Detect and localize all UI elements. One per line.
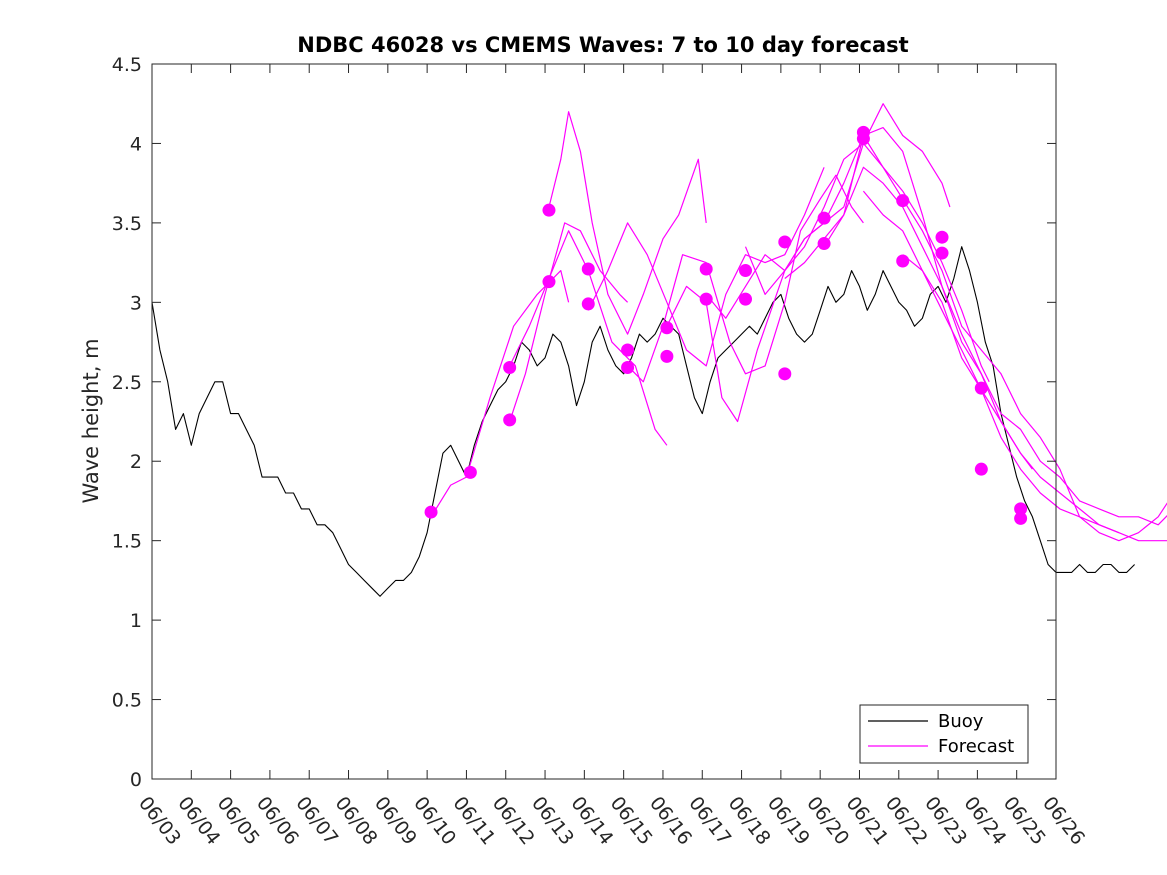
- y-tick-label-8: 4: [130, 133, 142, 155]
- forecast-marker-14: [738, 264, 752, 278]
- forecast-marker-10: [660, 321, 674, 335]
- forecast-series-line-5: [587, 167, 825, 367]
- y-tick-label-9: 4.5: [112, 54, 142, 76]
- forecast-series-line-4: [548, 111, 707, 335]
- buoy-series-line: [151, 246, 1135, 597]
- forecast-marker-6: [581, 262, 595, 276]
- forecast-marker-24: [935, 230, 949, 244]
- forecast-series-line-12: [862, 190, 1167, 542]
- forecast-marker-17: [778, 367, 792, 381]
- legend-forecast-label: Forecast: [938, 736, 1014, 757]
- forecast-marker-21: [856, 132, 870, 146]
- forecast-series-line-2: [509, 222, 629, 422]
- forecast-marker-19: [817, 237, 831, 251]
- forecast-marker-29: [1014, 511, 1028, 525]
- y-axis-label: Wave height, m: [79, 338, 103, 503]
- y-tick-label-1: 0.5: [112, 690, 142, 712]
- forecast-marker-12: [699, 262, 713, 276]
- y-tick-label-4: 2: [130, 451, 142, 473]
- forecast-marker-22: [896, 194, 910, 208]
- forecast-marker-25: [935, 246, 949, 260]
- forecast-marker-27: [974, 462, 988, 476]
- forecast-marker-9: [621, 360, 635, 374]
- legend: Buoy Forecast: [859, 704, 1029, 764]
- forecast-series-line-11: [823, 166, 1167, 526]
- forecast-marker-8: [621, 343, 635, 357]
- forecast-marker-16: [778, 235, 792, 249]
- legend-box: [859, 704, 1029, 764]
- y-tick-label-6: 3: [130, 292, 142, 314]
- legend-buoy-label: Buoy: [938, 711, 984, 732]
- forecast-marker-4: [542, 275, 556, 289]
- forecast-marker-15: [738, 292, 752, 306]
- plot-content: [151, 103, 1167, 597]
- forecast-series-line-13: [902, 254, 1167, 542]
- forecast-marker-0: [424, 505, 438, 519]
- y-tick-label-0: 0: [130, 769, 142, 791]
- y-tick-label-7: 3.5: [112, 213, 142, 235]
- chart-title: NDBC 46028 vs CMEMS Waves: 7 to 10 day f…: [297, 33, 908, 57]
- y-tick-label-2: 1: [130, 610, 142, 632]
- forecast-marker-23: [896, 254, 910, 268]
- forecast-series-line-6: [627, 174, 864, 383]
- y-tick-label-3: 1.5: [112, 531, 142, 553]
- forecast-marker-11: [660, 349, 674, 363]
- forecast-series-line-1: [430, 270, 570, 518]
- forecast-marker-1: [463, 465, 477, 479]
- forecast-marker-18: [817, 211, 831, 225]
- plot-frame: [151, 63, 1057, 780]
- forecast-marker-28: [1014, 502, 1028, 516]
- forecast-marker-7: [581, 297, 595, 311]
- forecast-marker-5: [542, 203, 556, 217]
- forecast-series-line-9: [744, 127, 1033, 470]
- y-tick-label-5: 2.5: [112, 372, 142, 394]
- forecast-marker-26: [974, 381, 988, 395]
- forecast-marker-13: [699, 292, 713, 306]
- forecast-marker-3: [503, 413, 517, 427]
- forecast-series-line-10: [784, 134, 1120, 534]
- forecast-marker-2: [503, 360, 517, 374]
